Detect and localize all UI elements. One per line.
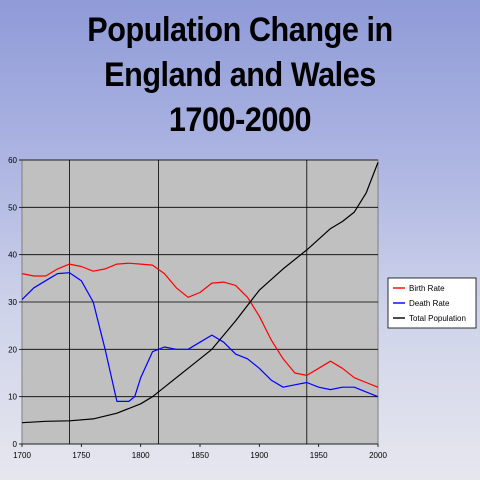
legend-label: Death Rate xyxy=(409,299,450,308)
x-tick-label: 1800 xyxy=(132,451,150,460)
y-tick-label: 60 xyxy=(8,156,17,165)
y-tick-label: 20 xyxy=(8,345,17,354)
chart-title: Population Change in England and Wales 1… xyxy=(24,8,456,143)
x-tick-label: 1700 xyxy=(13,451,31,460)
chart-title-line-2: England and Wales xyxy=(104,56,376,94)
x-tick-label: 2000 xyxy=(369,451,387,460)
chart-title-line-3: 1700-2000 xyxy=(168,101,312,139)
y-tick-label: 50 xyxy=(8,203,17,212)
y-tick-label: 10 xyxy=(8,393,17,402)
legend-label: Birth Rate xyxy=(409,284,445,293)
x-tick-label: 1750 xyxy=(72,451,90,460)
y-tick-label: 40 xyxy=(8,251,17,260)
y-tick-label: 0 xyxy=(13,440,18,449)
y-tick-label: 30 xyxy=(8,298,17,307)
series-line-birth-rate xyxy=(21,262,379,388)
x-tick-label: 1950 xyxy=(310,451,328,460)
x-tick-label: 1900 xyxy=(250,451,268,460)
x-tick-label: 1850 xyxy=(191,451,209,460)
series-line-total-population xyxy=(21,162,379,424)
legend-label: Total Population xyxy=(409,314,466,323)
series-line-death-rate xyxy=(21,272,379,402)
chart-title-line-1: Population Change in xyxy=(87,11,393,49)
